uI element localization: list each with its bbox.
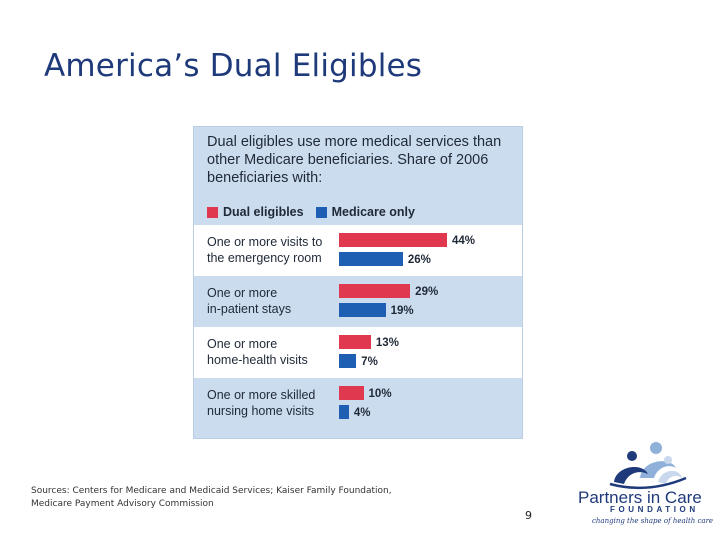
category-label: One or more in-patient stays xyxy=(207,285,337,317)
bar-value-label: 29% xyxy=(415,286,439,298)
bar-value-label: 19% xyxy=(390,305,414,317)
chart-panel: Dual eligibles use more medical services… xyxy=(193,126,523,439)
category-label-line: One or more xyxy=(207,286,278,300)
sources-note: Sources: Centers for Medicare and Medica… xyxy=(31,485,392,510)
bar-value-label: 44% xyxy=(452,235,476,247)
category-label-line: One or more skilled xyxy=(207,388,316,402)
bar-medicare-only xyxy=(339,354,357,368)
legend-swatch-dual xyxy=(207,206,218,218)
slide-title: America’s Dual Eligibles xyxy=(44,48,423,84)
sources-line-1: Sources: Centers for Medicare and Medica… xyxy=(31,486,392,496)
bar-medicare-only xyxy=(339,252,403,266)
chart-title-line-3: beneficiaries with: xyxy=(207,170,323,186)
chart-title-line-2: other Medicare beneficiaries. Share of 2… xyxy=(207,152,489,168)
legend-item-medicare: Medicare only xyxy=(315,205,415,219)
chart-title-line-1: Dual eligibles use more medical services… xyxy=(207,134,502,150)
bar-value-label: 10% xyxy=(368,388,392,400)
page-number: 9 xyxy=(525,509,532,522)
category-label: One or more visits to the emergency room xyxy=(207,234,337,266)
chart-legend: Dual eligibles Medicare only xyxy=(207,204,427,220)
bar-medicare-only xyxy=(339,303,386,317)
partners-in-care-logo: Partners in Care FOUNDATION changing the… xyxy=(570,438,714,528)
category-label-line: the emergency room xyxy=(207,251,322,265)
category-label-line: nursing home visits xyxy=(207,404,314,418)
sources-line-2: Medicare Payment Advisory Commission xyxy=(31,498,214,509)
category-label: One or more home-health visits xyxy=(207,336,337,368)
bar-value-label: 4% xyxy=(353,407,371,419)
logo-name: Partners in Care xyxy=(578,488,702,507)
bar-value-label: 7% xyxy=(361,356,378,368)
legend-item-dual: Dual eligibles xyxy=(207,205,304,219)
legend-swatch-medicare xyxy=(315,206,327,218)
logo-figures-icon xyxy=(609,442,687,490)
logo-tagline: changing the shape of health care xyxy=(592,517,714,525)
category-label-line: in-patient stays xyxy=(207,302,292,316)
bar-dual-eligibles xyxy=(339,233,447,247)
bar-dual-eligibles xyxy=(339,335,371,349)
legend-label-dual: Dual eligibles xyxy=(223,205,304,219)
bar-dual-eligibles xyxy=(339,386,364,400)
category-label-line: One or more xyxy=(207,337,278,351)
bar-value-label: 13% xyxy=(375,337,399,349)
legend-label-medicare: Medicare only xyxy=(331,205,415,219)
chart-title: Dual eligibles use more medical services… xyxy=(207,133,517,187)
bar-dual-eligibles xyxy=(339,284,411,298)
category-label-line: home-health visits xyxy=(207,353,308,367)
bar-value-label: 26% xyxy=(407,254,431,266)
category-label-line: One or more visits to xyxy=(207,235,323,249)
logo-foundation: FOUNDATION xyxy=(610,505,699,514)
bar-medicare-only xyxy=(339,405,349,419)
category-label: One or more skilled nursing home visits xyxy=(207,387,337,419)
